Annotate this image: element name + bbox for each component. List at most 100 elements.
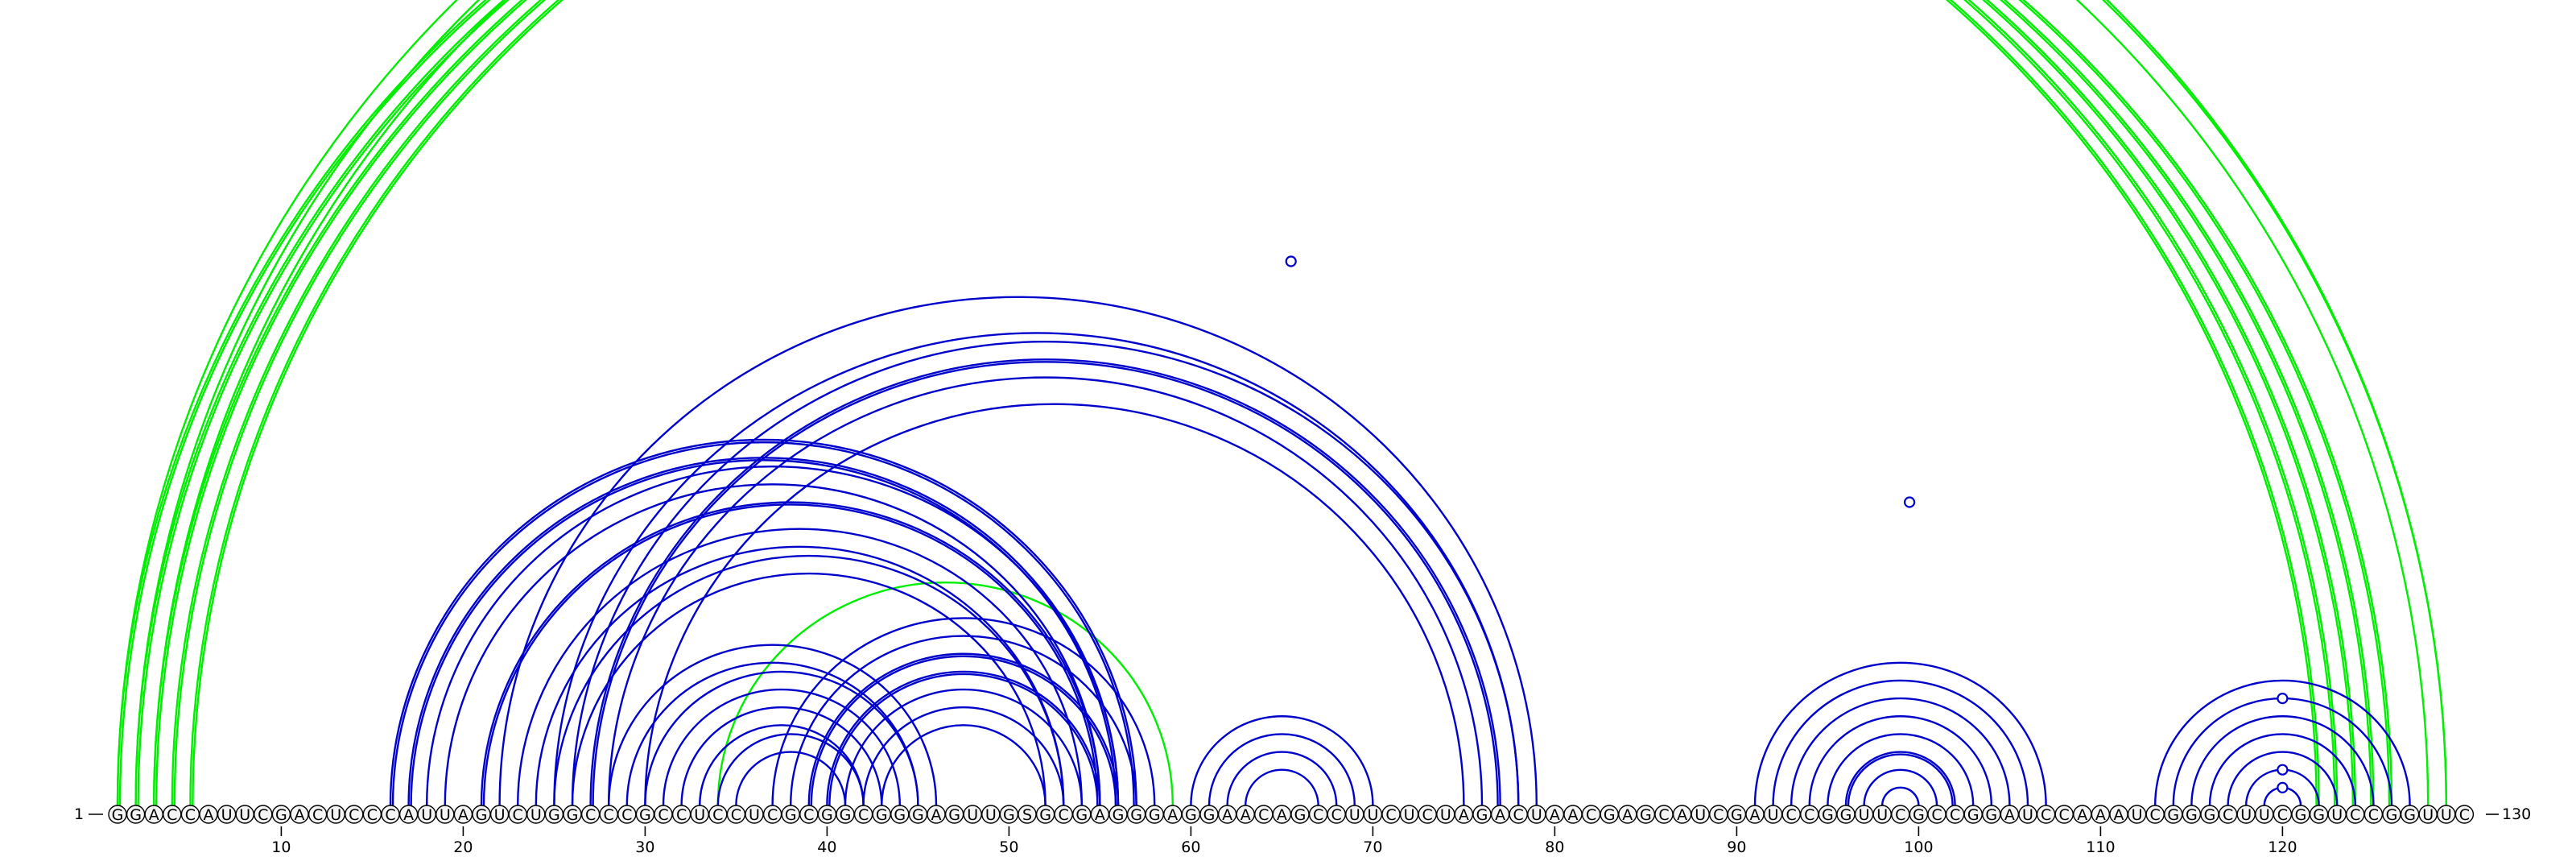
nucleotide: C bbox=[708, 805, 728, 824]
nucleotide: A bbox=[1672, 805, 1692, 824]
nested-pair-arc bbox=[1863, 768, 1938, 806]
nucleotide: S bbox=[1018, 805, 1037, 824]
svg-text:A: A bbox=[1550, 806, 1560, 824]
svg-text:A: A bbox=[1622, 806, 1633, 824]
nucleotide: U bbox=[2437, 805, 2456, 824]
nested-pair-arc bbox=[699, 724, 865, 806]
svg-text:C: C bbox=[676, 806, 687, 824]
svg-text:C: C bbox=[2368, 806, 2379, 824]
end-position-label: 130 bbox=[2502, 805, 2531, 823]
nested-pair-arc bbox=[608, 644, 938, 806]
svg-text:G: G bbox=[1640, 806, 1652, 824]
nucleotide: A bbox=[1090, 805, 1110, 824]
svg-text:U: U bbox=[2331, 806, 2343, 824]
nucleotide: C bbox=[599, 805, 618, 824]
nucleotide: A bbox=[290, 805, 309, 824]
nucleotide: G bbox=[1836, 805, 1856, 824]
nucleotide: U bbox=[235, 805, 254, 824]
svg-text:U: U bbox=[2422, 806, 2434, 824]
svg-text:C: C bbox=[858, 806, 869, 824]
svg-text:G: G bbox=[2404, 806, 2416, 824]
svg-text:C: C bbox=[1385, 806, 1396, 824]
nucleotide: A bbox=[1217, 805, 1237, 824]
nucleotide: U bbox=[690, 805, 709, 824]
nested-pair-arc bbox=[790, 635, 1137, 806]
svg-text:G: G bbox=[894, 806, 906, 824]
nucleotide: C bbox=[2363, 805, 2384, 824]
svg-text:G: G bbox=[2295, 806, 2307, 824]
nucleotide: A bbox=[1236, 805, 1255, 824]
svg-text:G: G bbox=[1149, 806, 1161, 824]
nucleotide: U bbox=[1690, 805, 1710, 824]
nucleotide: G bbox=[2200, 805, 2219, 824]
nucleotide: C bbox=[308, 805, 328, 824]
svg-text:U: U bbox=[1859, 806, 1870, 824]
nucleotide: C bbox=[799, 805, 819, 824]
loop-markers bbox=[1285, 255, 2289, 793]
svg-text:G: G bbox=[130, 806, 142, 824]
pseudoknot-arc bbox=[171, 0, 2375, 806]
nucleotide: C bbox=[1581, 805, 1601, 824]
svg-text:U: U bbox=[239, 806, 250, 824]
nested-pair-arc bbox=[844, 688, 1083, 806]
svg-text:G: G bbox=[2313, 806, 2325, 824]
svg-text:G: G bbox=[1985, 806, 1997, 824]
svg-text:C: C bbox=[1422, 806, 1433, 824]
nucleotide: U bbox=[2255, 805, 2274, 824]
nested-pair-arc bbox=[2227, 751, 2339, 806]
svg-text:A: A bbox=[458, 806, 469, 824]
base-pair-arcs bbox=[116, 0, 2447, 806]
nucleotide: A bbox=[2109, 805, 2128, 824]
nucleotide: U bbox=[2418, 805, 2438, 824]
nucleotide: G bbox=[2291, 805, 2310, 824]
loop-marker bbox=[2277, 764, 2289, 776]
svg-text:G: G bbox=[1967, 806, 1979, 824]
nucleotide: G bbox=[1072, 805, 1092, 824]
pseudoknot-arc bbox=[137, 0, 2336, 806]
svg-text:C: C bbox=[367, 806, 378, 824]
svg-text:U: U bbox=[421, 806, 432, 824]
nucleotide: G bbox=[635, 805, 655, 824]
svg-text:U: U bbox=[2441, 806, 2452, 824]
svg-text:C: C bbox=[658, 806, 668, 824]
svg-text:C: C bbox=[1713, 806, 1724, 824]
svg-text:C: C bbox=[1658, 806, 1669, 824]
nucleotide: G bbox=[1963, 805, 1983, 824]
nested-pair-arc bbox=[1844, 751, 1956, 806]
pseudoknot-arc bbox=[173, 0, 2372, 806]
nucleotide: C bbox=[1945, 805, 1965, 824]
svg-text:G: G bbox=[567, 806, 579, 824]
nucleotide: C bbox=[2218, 805, 2238, 824]
nucleotide: C bbox=[654, 805, 673, 824]
nucleotide: A bbox=[1163, 805, 1183, 824]
nested-pair-arc bbox=[389, 438, 1137, 806]
svg-text:C: C bbox=[2459, 806, 2470, 824]
nested-pair-arc bbox=[807, 652, 1120, 806]
nucleotide: U bbox=[1527, 805, 1546, 824]
nucleotide: G bbox=[1126, 805, 1146, 824]
nucleotide: G bbox=[2382, 805, 2401, 824]
nucleotide: C bbox=[762, 805, 782, 824]
svg-text:G: G bbox=[1039, 806, 1051, 824]
nested-pair-arc bbox=[553, 331, 1520, 806]
pseudoknot-arc bbox=[192, 0, 2391, 806]
nucleotide: G bbox=[563, 805, 582, 824]
svg-text:C: C bbox=[803, 806, 814, 824]
axis-tick-label: 90 bbox=[1727, 838, 1746, 856]
svg-text:G: G bbox=[1130, 806, 1142, 824]
nucleotide: G bbox=[1145, 805, 1164, 824]
nested-pair-arc bbox=[553, 554, 1065, 806]
nested-pair-arc bbox=[407, 456, 1120, 806]
svg-text:G: G bbox=[1113, 806, 1125, 824]
svg-text:G: G bbox=[1731, 806, 1743, 824]
svg-text:C: C bbox=[1786, 806, 1797, 824]
nucleotide: C bbox=[1054, 805, 1073, 824]
nucleotide: C bbox=[362, 805, 382, 824]
nested-pair-arc bbox=[1245, 768, 1319, 806]
nucleotide: C bbox=[1927, 805, 1946, 824]
nucleotide: U bbox=[526, 805, 546, 824]
nested-pair-arc bbox=[1208, 733, 1356, 806]
svg-text:U: U bbox=[694, 806, 705, 824]
nested-pair-arc bbox=[535, 545, 1065, 806]
